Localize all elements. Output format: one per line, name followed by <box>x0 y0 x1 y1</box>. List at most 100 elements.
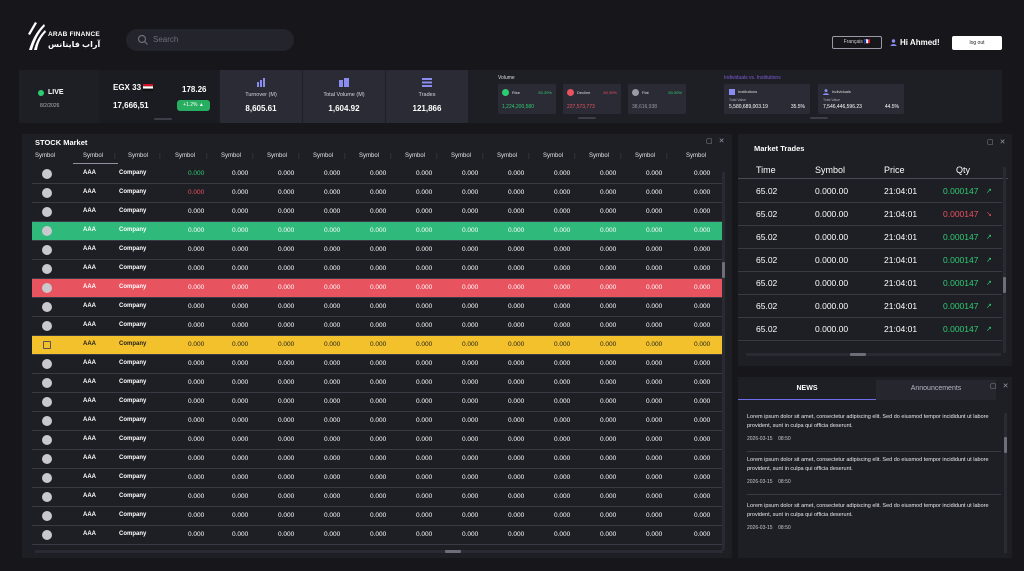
close-icon[interactable]: ✕ <box>1002 383 1009 390</box>
table-row[interactable]: AAA Company 0.000 0.000 0.000 0.000 0.000 0.000… <box>32 374 722 393</box>
tab-news[interactable]: NEWS <box>738 380 876 400</box>
table-row[interactable]: AAA Company 0.000 0.000 0.000 0.000 0.000 0.000… <box>32 317 722 336</box>
news-item[interactable]: Lorem ipsum dolor sit amet, consectetur … <box>747 502 997 531</box>
row-select-checkbox[interactable] <box>43 341 51 349</box>
column-resize-handle[interactable]: ⋮ <box>480 154 486 160</box>
row-select-checkbox[interactable] <box>42 169 52 179</box>
column-resize-handle[interactable]: ⋮ <box>388 154 394 160</box>
column-header-symbol[interactable]: Symbol <box>267 153 288 159</box>
row-select-checkbox[interactable] <box>42 435 52 445</box>
column-header-symbol[interactable]: Symbol <box>497 153 518 159</box>
institutions-card[interactable]: Institutions Total Value 5,580,689,003.1… <box>724 84 810 114</box>
minimize-icon[interactable]: ▢ <box>987 139 994 146</box>
table-row[interactable]: AAA Company 0.000 0.000 0.000 0.000 0.000 0.000… <box>32 222 722 241</box>
table-row[interactable]: AAA Company 0.000 0.000 0.000 0.000 0.000 0.000… <box>32 165 722 184</box>
column-header-symbol[interactable]: Symbol <box>635 153 656 159</box>
row-select-checkbox[interactable] <box>42 473 52 483</box>
table-row[interactable]: AAA Company 0.000 0.000 0.000 0.000 0.000 0.000… <box>32 526 722 545</box>
row-select-checkbox[interactable] <box>42 378 52 388</box>
row-select-checkbox[interactable] <box>42 416 52 426</box>
index-card[interactable]: EGX 33 17,666,51 <box>99 70 219 123</box>
volume-pager[interactable] <box>578 117 596 119</box>
tab-announcements[interactable]: Announcements <box>876 380 996 400</box>
close-icon[interactable]: ✕ <box>999 139 1006 146</box>
trades-hscroll-thumb[interactable] <box>850 353 866 356</box>
minimize-icon[interactable]: ▢ <box>990 383 997 390</box>
stock-vscroll[interactable] <box>722 172 725 550</box>
column-header-symbol[interactable]: Symbol <box>686 153 707 159</box>
close-icon[interactable]: ✕ <box>718 138 725 145</box>
trades-hscroll[interactable] <box>746 353 1001 356</box>
row-select-checkbox[interactable] <box>42 359 52 369</box>
table-row[interactable]: AAA Company 0.000 0.000 0.000 0.000 0.000 0.000… <box>32 431 722 450</box>
individuals-pager[interactable] <box>810 117 828 119</box>
table-row[interactable]: AAA Company 0.000 0.000 0.000 0.000 0.000 0.000… <box>32 507 722 526</box>
news-vscroll[interactable] <box>1004 413 1007 553</box>
search-input[interactable]: Search <box>126 29 294 51</box>
column-header-symbol[interactable]: Symbol <box>83 153 104 159</box>
index-pager[interactable] <box>154 118 172 120</box>
language-button[interactable]: Français 🇫🇷 <box>832 36 882 49</box>
col-price[interactable]: Price <box>884 165 905 175</box>
row-select-checkbox[interactable] <box>42 188 52 198</box>
column-header-symbol[interactable]: Symbol <box>313 153 334 159</box>
volume-card-decline[interactable]: Decline 50.39% 227,573,773 <box>563 84 621 114</box>
table-row[interactable]: AAA Company 0.000 0.000 0.000 0.000 0.000 0.000… <box>32 260 722 279</box>
row-select-checkbox[interactable] <box>42 207 52 217</box>
row-select-checkbox[interactable] <box>42 283 52 293</box>
user-greeting[interactable]: Hi Ahmed! <box>890 38 940 47</box>
table-row[interactable]: AAA Company 0.000 0.000 0.000 0.000 0.000 0.000… <box>32 279 722 298</box>
row-select-checkbox[interactable] <box>42 302 52 312</box>
logout-button[interactable]: log out <box>952 36 1002 50</box>
column-header-symbol[interactable]: Symbol <box>359 153 380 159</box>
row-select-checkbox[interactable] <box>42 530 52 540</box>
trades-vscroll-thumb[interactable] <box>1003 277 1006 293</box>
table-row[interactable]: AAA Company 0.000 0.000 0.000 0.000 0.000 0.000… <box>32 488 722 507</box>
news-item[interactable]: Lorem ipsum dolor sit amet, consectetur … <box>747 456 997 485</box>
volume-card-flat[interactable]: Flat 50.39% 38,616,938 <box>628 84 686 114</box>
row-select-checkbox[interactable] <box>42 454 52 464</box>
column-header-symbol[interactable]: Symbol <box>221 153 242 159</box>
row-select-checkbox[interactable] <box>42 226 52 236</box>
column-header-symbol[interactable]: Symbol <box>543 153 564 159</box>
column-resize-handle[interactable]: ⋮ <box>664 154 670 160</box>
table-row[interactable]: AAA Company 0.000 0.000 0.000 0.000 0.000 0.000… <box>32 355 722 374</box>
table-row[interactable]: AAA Company 0.000 0.000 0.000 0.000 0.000 0.000… <box>32 184 722 203</box>
table-row[interactable]: AAA Company 0.000 0.000 0.000 0.000 0.000 0.000… <box>32 450 722 469</box>
column-resize-handle[interactable]: ⋮ <box>618 154 624 160</box>
minimize-icon[interactable]: ▢ <box>706 138 713 145</box>
table-row[interactable]: AAA Company 0.000 0.000 0.000 0.000 0.000 0.000… <box>32 203 722 222</box>
column-resize-handle[interactable]: ⋮ <box>342 154 348 160</box>
table-row[interactable]: AAA Company 0.000 0.000 0.000 0.000 0.000 0.000… <box>32 336 722 355</box>
column-header-symbol[interactable]: Symbol <box>405 153 426 159</box>
individuals-card[interactable]: Individuals Total Value 7,546,446,596.23… <box>818 84 904 114</box>
news-item[interactable]: Lorem ipsum dolor sit amet, consectetur … <box>747 413 997 442</box>
column-header-symbol[interactable]: Symbol <box>128 153 149 159</box>
table-row[interactable]: AAA Company 0.000 0.000 0.000 0.000 0.000 0.000… <box>32 412 722 431</box>
trade-row[interactable]: 65.02 0.000.00 21:04:01 0.000147 ↘ <box>738 203 1002 226</box>
trade-row[interactable]: 65.02 0.000.00 21:04:01 0.000147 ↗ <box>738 295 1002 318</box>
table-row[interactable]: AAA Company 0.000 0.000 0.000 0.000 0.000 0.000… <box>32 298 722 317</box>
row-select-checkbox[interactable] <box>42 264 52 274</box>
column-resize-handle[interactable]: ⋮ <box>157 154 163 160</box>
row-select-checkbox[interactable] <box>42 397 52 407</box>
column-resize-handle[interactable]: ⋮ <box>296 154 302 160</box>
trade-row[interactable]: 65.02 0.000.00 21:04:01 0.000147 ↗ <box>738 272 1002 295</box>
trade-row[interactable]: 65.02 0.000.00 21:04:01 0.000147 ↗ <box>738 180 1002 203</box>
column-resize-handle[interactable]: ⋮ <box>434 154 440 160</box>
row-select-checkbox[interactable] <box>42 321 52 331</box>
stock-hscroll[interactable] <box>35 550 723 553</box>
column-resize-handle[interactable]: ⋮ <box>204 154 210 160</box>
column-resize-handle[interactable]: ⋮ <box>572 154 578 160</box>
column-header-symbol[interactable]: Symbol <box>451 153 472 159</box>
news-vscroll-thumb[interactable] <box>1004 437 1007 453</box>
column-resize-handle[interactable]: ⋮ <box>112 154 118 160</box>
trade-row[interactable]: 65.02 0.000.00 21:04:01 0.000147 ↗ <box>738 226 1002 249</box>
column-header-symbol[interactable]: Symbol <box>589 153 610 159</box>
column-resize-handle[interactable]: ⋮ <box>250 154 256 160</box>
volume-card-rise[interactable]: Rise 50.39% 1,224,200,580 <box>498 84 556 114</box>
table-row[interactable]: AAA Company 0.000 0.000 0.000 0.000 0.000 0.000… <box>32 241 722 260</box>
column-header-symbol[interactable]: Symbol <box>175 153 196 159</box>
arab-finance-logo[interactable]: ARAB FINANCE آراب فاينانس <box>26 20 106 54</box>
row-select-checkbox[interactable] <box>42 245 52 255</box>
